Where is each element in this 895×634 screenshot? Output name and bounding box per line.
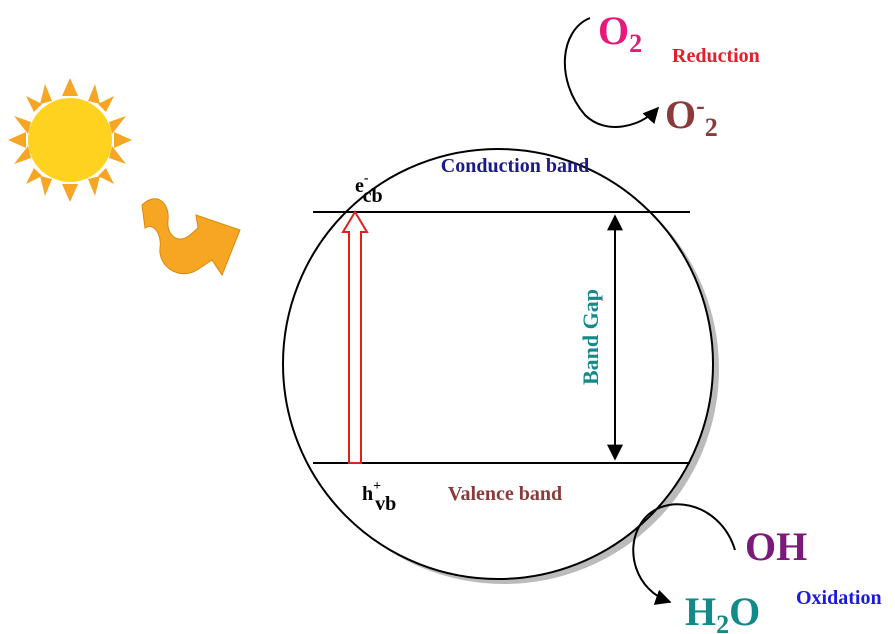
water: H2O (685, 589, 760, 634)
light-arrow (142, 199, 240, 275)
superoxide: O-2 (665, 91, 718, 142)
conduction-band-label: Conduction band (441, 155, 589, 177)
valence-band-label: Valence band (448, 483, 562, 505)
base: h (362, 483, 373, 505)
superscript: - (364, 171, 369, 186)
oxygen: O2 (598, 8, 642, 58)
superscript: - (696, 91, 705, 120)
subscript: vb (375, 493, 396, 515)
band-gap-label: Band Gap (578, 289, 603, 385)
tail: O (729, 589, 760, 634)
base: O (665, 92, 696, 137)
diagram: Conduction band Valence band Band Gap e-… (0, 0, 895, 634)
oxidation-label: Oxidation (796, 587, 882, 609)
subscript: 2 (705, 113, 718, 142)
reduction-label: Reduction (672, 45, 760, 67)
subscript: cb (363, 185, 383, 207)
sun (8, 78, 132, 202)
base: H (685, 589, 716, 634)
superscript: + (373, 479, 381, 494)
subscript: 2 (629, 29, 642, 58)
hydroxyl: OH (745, 524, 807, 569)
base: O (598, 8, 629, 53)
subscript: 2 (716, 610, 729, 634)
